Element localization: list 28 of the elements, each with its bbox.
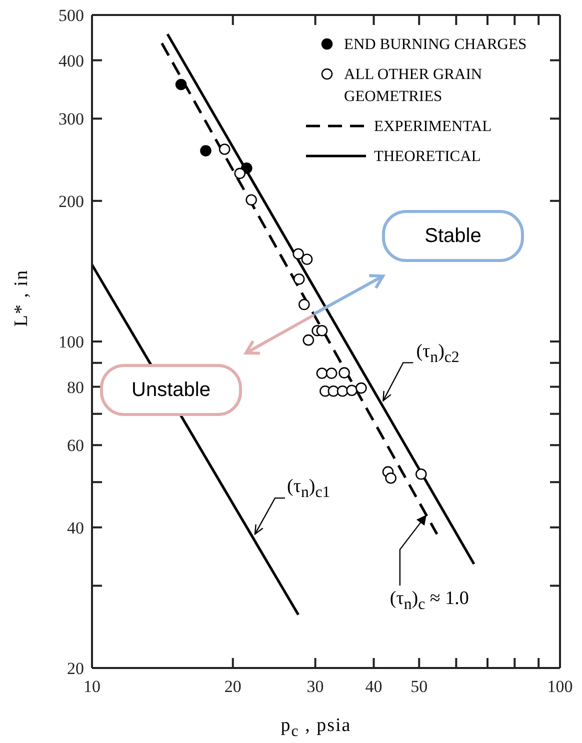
y-tick-label: 80 (67, 378, 84, 397)
y-tick-label: 300 (58, 110, 84, 129)
x-tick-label: 10 (84, 677, 100, 696)
annotation: (τ$_{n}$)$_{c1}$ (287, 476, 330, 501)
y-tick-label: 100 (58, 332, 84, 352)
x-tick-label: 50 (410, 677, 428, 696)
callout: Stable (382, 210, 524, 262)
x-axis-title: p$_{c}$ , psia (280, 715, 352, 740)
y-tick-label: 200 (58, 192, 84, 211)
y-tick-label: 500 (58, 6, 84, 26)
y-axis-title: L* , in (11, 269, 32, 327)
legend-label: END BURNING CHARGES (344, 35, 528, 55)
annotation: Unstable (132, 378, 210, 402)
legend-label: ALL OTHER GRAIN GEOMETRIES (344, 65, 484, 107)
y-tick-label: 40 (67, 518, 84, 538)
legend-label: THEORETICAL (374, 147, 482, 167)
x-tick-label: 40 (365, 677, 382, 696)
x-tick-label: 30 (306, 677, 324, 696)
annotation: (τ$_{n}$)$_{c2}$ (416, 340, 460, 366)
x-tick-label: 20 (224, 677, 242, 696)
annotation: Stable (424, 224, 482, 248)
legend-label: EXPERIMENTAL (374, 117, 493, 137)
callout: Unstable (100, 364, 242, 416)
x-tick-label: 100 (547, 677, 573, 696)
annotation: (τ$_{n}$)$_{c}$ ≈ 1.0 (390, 588, 469, 612)
y-tick-label: 20 (67, 659, 84, 678)
y-tick-label: 400 (58, 51, 84, 70)
y-tick-label: 60 (67, 436, 84, 456)
